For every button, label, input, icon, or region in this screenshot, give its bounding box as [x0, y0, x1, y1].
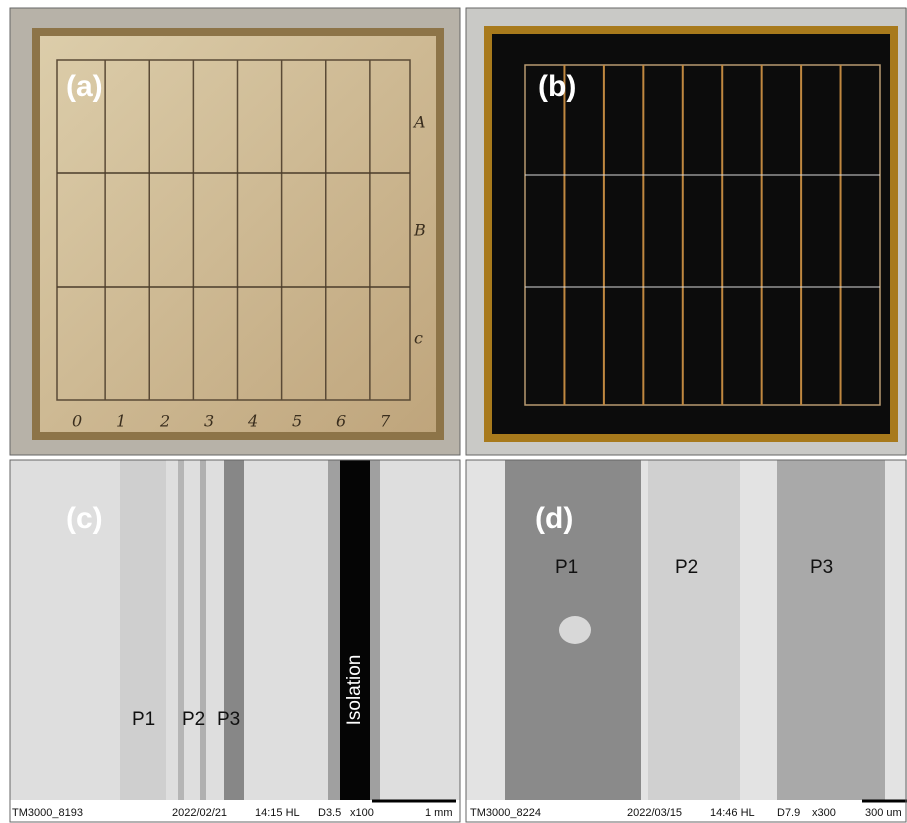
particle — [559, 616, 591, 644]
column-label: 5 — [292, 412, 302, 431]
column-label: 2 — [159, 412, 170, 431]
column-label: 4 — [247, 412, 258, 431]
column-label: 0 — [72, 412, 82, 431]
row-label: A — [412, 113, 426, 132]
line-label: P1 — [132, 709, 155, 730]
column-label: 6 — [336, 412, 346, 431]
figure: (a) A Bc 0 1 2 3 4 5 6 7 (b) (c) P1 P2 P3 Isolat… — [0, 0, 907, 823]
magnification: x100 — [350, 807, 374, 819]
row-label: B — [413, 221, 426, 240]
column-label: 1 — [116, 412, 126, 431]
isolation-scribe — [340, 460, 370, 800]
line-label: P1 — [555, 557, 578, 578]
p2-scribe — [648, 460, 740, 800]
row-label: c — [414, 329, 423, 348]
panel-label: (d) — [535, 502, 573, 535]
p1-scribe — [120, 460, 166, 800]
line-label: P3 — [810, 557, 833, 578]
distance: D7.9 — [777, 807, 800, 819]
line-label: P2 — [182, 709, 205, 730]
scale: 300 um — [865, 807, 902, 819]
column-label: 3 — [204, 412, 214, 431]
p3-scribe — [224, 460, 244, 800]
time: 14:46 HL — [710, 807, 755, 819]
panel-label: (b) — [538, 70, 576, 103]
line-label: P2 — [675, 557, 698, 578]
scale: 1 mm — [425, 807, 453, 819]
isolation-label: Isolation — [344, 655, 365, 726]
column-label: 7 — [380, 412, 391, 431]
body: (a) A Bc 0 1 2 3 4 5 6 7 (b) (c) P1 P2 P3 Isolat… — [0, 0, 907, 823]
date: 2022/03/15 — [627, 807, 682, 819]
line-label: P3 — [217, 709, 240, 730]
distance: D3.5 — [318, 807, 341, 819]
date: 2022/02/21 — [172, 807, 227, 819]
page: {"panels": [ {"label": "(a)", "row_label… — [0, 0, 907, 823]
panel-label: (c) — [66, 502, 103, 535]
magnification: x300 — [812, 807, 836, 819]
panel-label: (a) — [66, 70, 103, 103]
p2-scribe — [178, 460, 184, 800]
p2-scribe — [200, 460, 206, 800]
image-id: TM3000_8193 — [12, 807, 83, 819]
time: 14:15 HL — [255, 807, 300, 819]
p3-scribe — [777, 460, 885, 800]
image-id: TM3000_8224 — [470, 807, 541, 819]
